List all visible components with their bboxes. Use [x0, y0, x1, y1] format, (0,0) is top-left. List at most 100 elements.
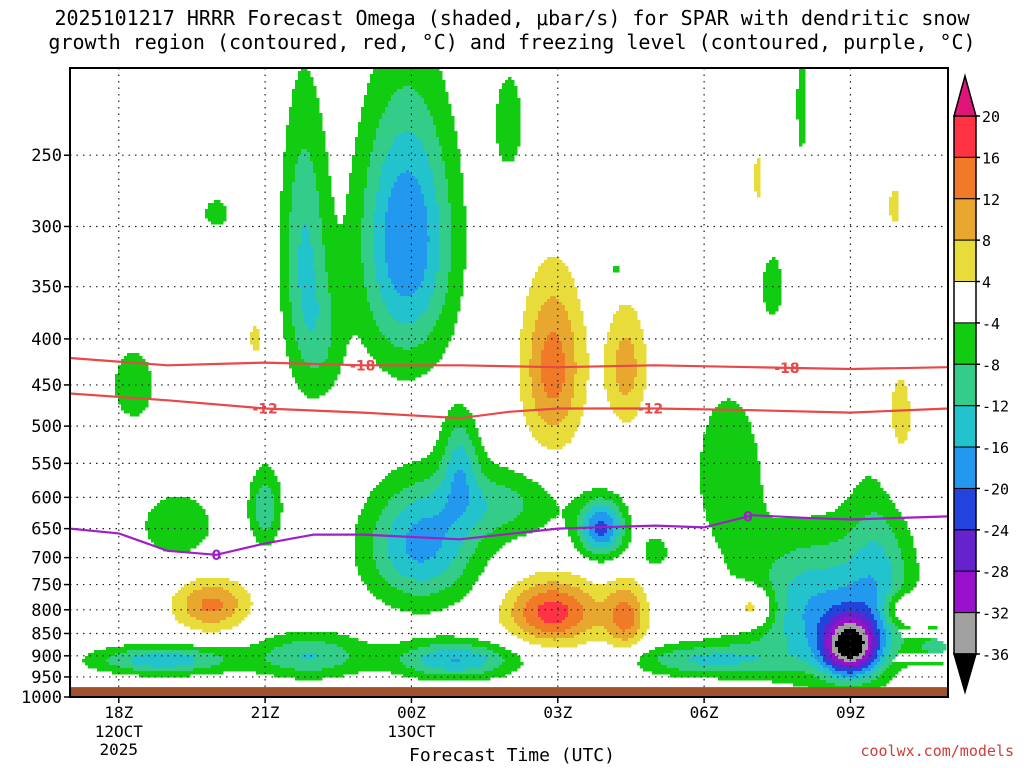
omega-cell: [328, 284, 365, 288]
credit-link[interactable]: coolwx.com/models: [860, 742, 1014, 760]
omega-cell: [541, 443, 566, 447]
omega-cell: [562, 341, 575, 345]
omega-cell: [376, 266, 389, 270]
omega-cell: [406, 506, 446, 510]
omega-cell: [295, 377, 338, 381]
omega-cell: [256, 494, 275, 498]
omega-cell: [517, 623, 530, 627]
omega-cell: [421, 497, 449, 501]
omega-cell: [301, 290, 317, 294]
omega-cell: [535, 437, 572, 441]
omega-cell: [421, 659, 452, 663]
omega-cell: [871, 512, 878, 516]
omega-cell: [802, 614, 824, 618]
omega-cell: [271, 488, 281, 492]
omega-cell: [565, 521, 578, 525]
omega-cell: [619, 518, 626, 522]
omega-cell: [364, 98, 392, 102]
omega-cell: [466, 506, 488, 510]
omega-cell: [871, 608, 878, 612]
omega-cell: [370, 302, 386, 306]
omega-cell: [448, 497, 470, 501]
omega-cell: [835, 641, 866, 645]
omega-cell: [889, 647, 902, 651]
omega-cell: [835, 683, 863, 687]
omega-cell: [403, 464, 440, 468]
omega-cell: [430, 302, 446, 306]
omega-cell: [892, 419, 911, 423]
omega-cell: [706, 509, 767, 513]
omega-cell: [421, 95, 449, 99]
omega-cell: [448, 278, 464, 282]
omega-cell: [607, 341, 620, 345]
omega-cell: [325, 245, 362, 249]
omega-cell: [574, 380, 587, 384]
omega-cell: [895, 593, 905, 597]
omega-cell: [391, 95, 422, 99]
omega-cell: [205, 215, 227, 219]
omega-cell: [889, 608, 896, 612]
omega-cell: [391, 560, 419, 564]
omega-cell: [421, 284, 437, 288]
omega-cell: [775, 611, 788, 615]
omega-cell: [223, 587, 245, 591]
omega-cell: [886, 635, 893, 639]
omega-cell: [880, 638, 887, 642]
omega-cell: [787, 650, 812, 654]
omega-cell: [388, 503, 410, 507]
omega-cell: [289, 278, 299, 282]
omega-cell: [784, 626, 806, 630]
omega-cell: [298, 248, 314, 252]
omega-cell: [877, 641, 881, 645]
omega-cell: [790, 653, 815, 657]
omega-cell: [895, 434, 908, 438]
omega-cell: [772, 680, 827, 684]
omega-cell: [310, 233, 323, 237]
omega-cell: [805, 620, 821, 624]
omega-cell: [499, 611, 512, 615]
omega-cell: [349, 185, 368, 189]
omega-cell: [703, 446, 758, 450]
omega-cell: [355, 560, 377, 564]
omega-cell: [364, 284, 380, 288]
omega-cell: [364, 581, 389, 585]
omega-cell: [499, 614, 512, 618]
omega-cell: [571, 329, 587, 333]
omega-cell: [619, 386, 635, 390]
omega-cell: [547, 338, 560, 342]
omega-cell: [787, 644, 809, 648]
omega-cell: [517, 635, 536, 639]
omega-cell: [292, 203, 320, 207]
omega-cell: [289, 227, 302, 231]
omega-cell: [838, 638, 863, 642]
omega-cell: [280, 239, 290, 243]
omega-cell: [382, 332, 431, 336]
omega-cell: [439, 461, 449, 465]
omega-cell: [883, 515, 902, 519]
omega-cell: [469, 530, 494, 534]
omega-cell: [280, 224, 290, 228]
omega-cell: [616, 311, 638, 315]
omega-cell: [397, 515, 434, 519]
omega-cell: [874, 578, 893, 582]
omega-cell: [388, 581, 455, 585]
omega-cell: [391, 194, 425, 198]
omega-cell: [502, 599, 518, 603]
omega-cell: [391, 281, 422, 285]
omega-cell: [289, 212, 320, 216]
omega-cell: [376, 281, 392, 285]
omega-cell: [571, 320, 584, 324]
omega-cell: [292, 317, 305, 321]
omega-cell: [904, 578, 920, 582]
omega-cell: [388, 338, 428, 342]
omega-cell: [613, 617, 635, 621]
omega-cell: [571, 326, 587, 330]
omega-cell: [145, 653, 182, 657]
omega-cell: [352, 158, 371, 162]
omega-cell: [880, 635, 887, 639]
omega-cell: [280, 263, 290, 267]
omega-cell: [289, 269, 299, 273]
omega-cell: [487, 659, 506, 663]
omega-cell: [439, 140, 458, 144]
omega-cell: [475, 479, 491, 483]
